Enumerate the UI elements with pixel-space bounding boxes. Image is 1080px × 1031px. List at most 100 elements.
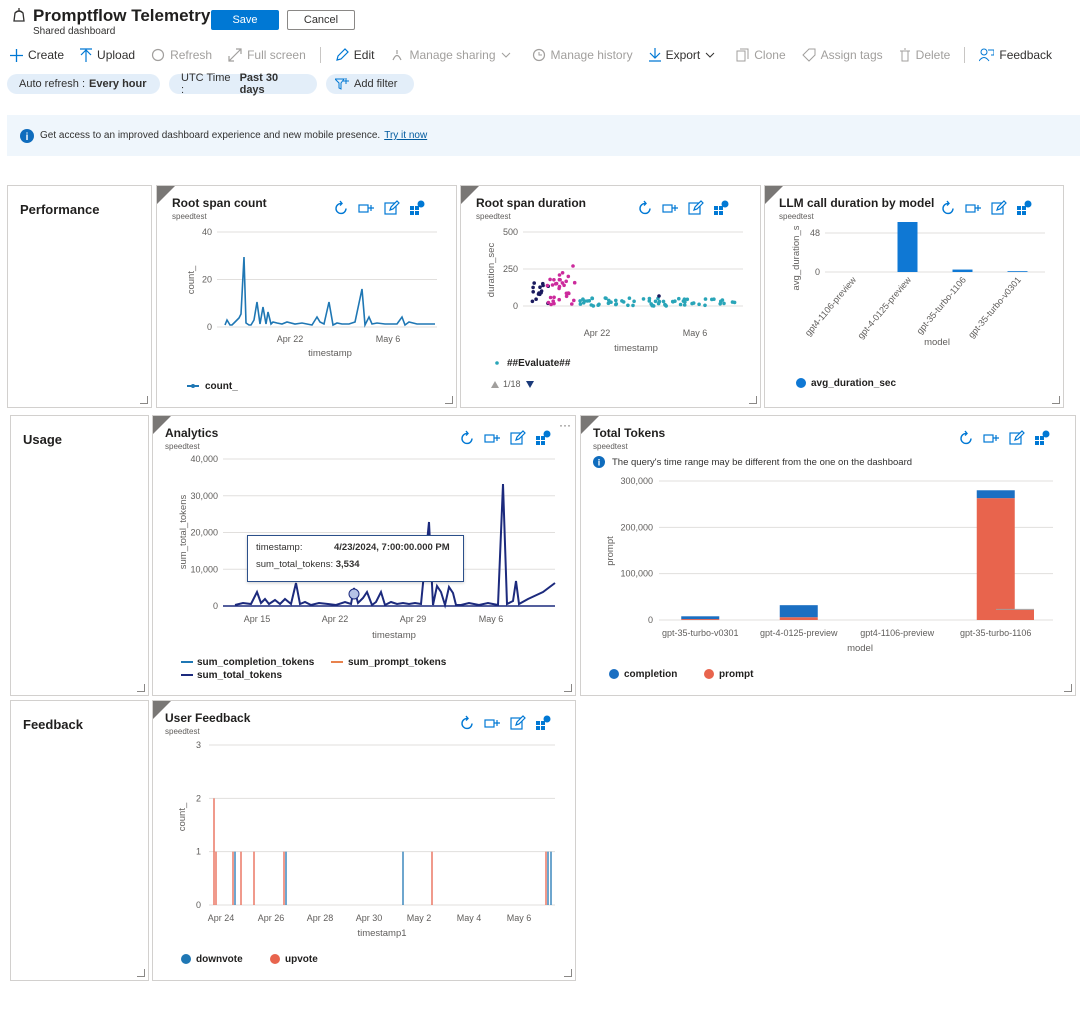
add-filter-button[interactable]: Add filter [326,74,414,94]
refresh-icon-button[interactable] [459,715,476,732]
scatter-point [570,302,574,306]
legend-marker [609,669,619,679]
scatter-point [664,304,668,308]
resize-handle[interactable] [1052,396,1060,404]
refresh-icon[interactable] [333,200,350,217]
refresh-icon-button[interactable] [637,200,654,217]
edit-query-icon-button[interactable] [1008,430,1025,447]
resize-handle[interactable] [137,684,145,692]
resize-handle[interactable] [749,396,757,404]
toolbar-divider [319,47,321,63]
pin-icon[interactable] [965,200,982,217]
more-options-icon[interactable]: ··· [559,418,571,432]
edit-query-icon-button[interactable] [509,430,526,447]
pin-icon[interactable] [484,430,501,447]
feedback-button[interactable]: Feedback [979,48,1052,62]
pin-icon-button[interactable] [484,715,501,732]
assign-tags-button[interactable]: Assign tags [801,48,883,62]
pin-icon-button[interactable] [484,430,501,447]
fullscreen-button[interactable]: Full screen [228,48,306,62]
open-in-logs-icon[interactable] [408,200,425,217]
open-in-logs-icon[interactable] [712,200,729,217]
edit-query-icon[interactable] [383,200,400,217]
scatter-point [530,299,535,304]
scatter-point [677,296,681,301]
refresh-icon[interactable] [459,430,476,447]
resize-handle[interactable] [564,969,572,977]
resize-handle[interactable] [140,396,148,404]
edit-query-icon[interactable] [1008,430,1025,447]
pin-icon-button[interactable] [358,200,375,217]
scatter-point [548,277,552,282]
y-tick-label: 2 [196,793,201,803]
pin-icon-button[interactable] [965,200,982,217]
section-usage: Usage [10,415,149,696]
create-button[interactable]: Create [10,48,64,62]
refresh-icon-button[interactable] [333,200,350,217]
filter-corner-icon [581,416,599,434]
open-in-logs-icon-button[interactable] [1033,430,1050,447]
notice-text: The query's time range may be different … [612,456,913,468]
refresh-icon[interactable] [940,200,957,217]
edit-query-icon-button[interactable] [687,200,704,217]
pin-icon-button[interactable] [662,200,679,217]
clone-button[interactable]: Clone [736,48,786,62]
open-in-logs-icon[interactable] [534,430,551,447]
resize-handle[interactable] [137,969,145,977]
resize-handle[interactable] [445,396,453,404]
scatter-point [532,281,536,285]
refresh-icon-button[interactable] [958,430,975,447]
pin-icon[interactable] [484,715,501,732]
edit-query-icon[interactable] [509,430,526,447]
delete-button[interactable]: Delete [899,48,950,62]
pin-icon[interactable] [983,430,1000,447]
edit-query-icon[interactable] [509,715,526,732]
edit-button[interactable]: Edit [335,48,374,62]
open-in-logs-icon-button[interactable] [534,715,551,732]
x-tick-label: Apr 29 [400,614,427,624]
resize-handle[interactable] [564,684,572,692]
edit-query-icon[interactable] [990,200,1007,217]
open-in-logs-icon-button[interactable] [712,200,729,217]
chart-user-feedback: 0 1 2 3 Apr 24 Apr 26 Apr 28 Apr 30 May 2 May 4 Ma… [177,740,555,965]
edit-query-icon-button[interactable] [383,200,400,217]
open-in-logs-icon[interactable] [1033,430,1050,447]
resize-handle[interactable] [1064,684,1072,692]
export-button[interactable]: Export [648,48,721,62]
refresh-icon[interactable] [459,715,476,732]
open-in-logs-icon[interactable] [1015,200,1032,217]
time-range-pill[interactable]: UTC Time : Past 30 days [169,72,317,96]
refresh-icon[interactable] [637,200,654,217]
pin-icon[interactable] [358,200,375,217]
bar-prompt-gpt-35-turbo-1106 [976,498,1015,620]
refresh-icon-button[interactable] [940,200,957,217]
open-in-logs-icon-button[interactable] [1015,200,1032,217]
pin-icon[interactable] [662,200,679,217]
try-it-now-link[interactable]: Try it now [384,130,428,141]
pin-icon-button[interactable] [983,430,1000,447]
scatter-point [558,278,562,282]
scatter-point [546,300,551,305]
edit-query-icon-button[interactable] [509,715,526,732]
edit-query-icon[interactable] [687,200,704,217]
open-in-logs-icon[interactable] [534,715,551,732]
edit-query-icon-button[interactable] [990,200,1007,217]
upload-button[interactable]: Upload [80,48,135,62]
bar-prompt-gpt-35-turbo-v0301 [681,619,720,620]
dashboard-icon [13,8,25,22]
save-button[interactable]: Save [211,10,279,30]
manage-sharing-button[interactable]: Manage sharing [390,48,515,62]
refresh-icon-button[interactable] [459,430,476,447]
open-in-logs-icon-button[interactable] [408,200,425,217]
refresh-icon[interactable] [958,430,975,447]
open-in-logs-icon-button[interactable] [534,430,551,447]
cancel-button[interactable]: Cancel [287,10,355,30]
x-tick-label: May 6 [683,328,708,338]
refresh-button[interactable]: Refresh [151,48,212,62]
x-tick-label: Apr 22 [584,328,611,338]
auto-refresh-pill[interactable]: Auto refresh : Every hour [7,74,160,94]
tooltip-key: sum_total_tokens: [256,559,334,570]
tile-llm-call-duration: LLM call duration by model speedtest 0 48… [764,185,1064,408]
manage-history-button[interactable]: Manage history [532,48,633,62]
